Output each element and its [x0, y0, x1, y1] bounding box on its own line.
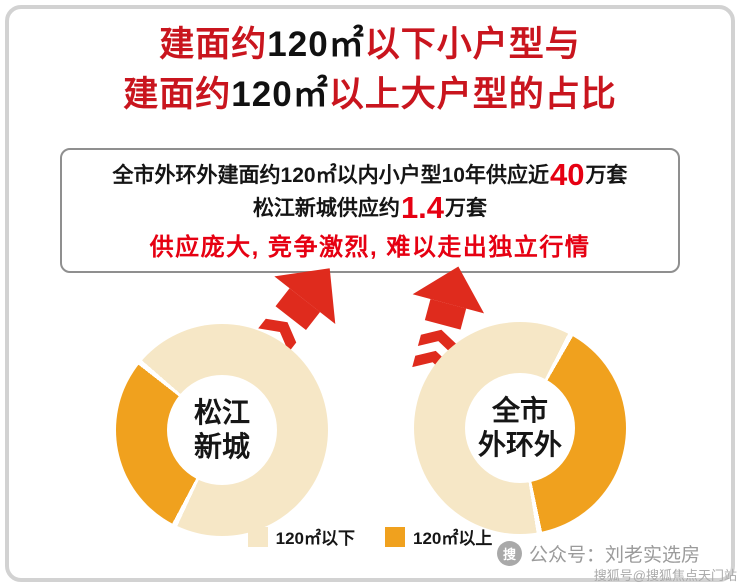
- title-segment: 建面约: [123, 75, 232, 115]
- title-segment: 建面约: [159, 25, 268, 64]
- title-segment: 以下小户型与: [364, 25, 581, 64]
- callout-text: 万套: [445, 196, 488, 220]
- title-number: 120㎡: [231, 75, 329, 115]
- donut-hole: [465, 373, 575, 483]
- title-line-2: 建面约120㎡以上大户型的占比: [0, 70, 740, 120]
- arrow-body: [424, 298, 467, 330]
- title-segment: 以上大户型的占比: [328, 75, 617, 115]
- callout-box: 全市外环外建面约120㎡以内小户型10年供应近40万套 松江新城供应约1.4万套…: [60, 148, 680, 273]
- donut-label-line: 新城: [193, 431, 250, 462]
- callout-text: 全市外环外建面约120㎡以内小户型10年供应近: [112, 164, 549, 187]
- watermark-center: 搜 公众号：刘老实选房: [497, 540, 700, 567]
- arrow-head: [274, 268, 336, 324]
- legend-swatch-over-120: [385, 526, 405, 547]
- arrow-body: [275, 288, 321, 331]
- donut-hole: [167, 375, 277, 485]
- legend-label: 120㎡以下: [275, 529, 355, 548]
- donut-label-line: 松江: [193, 396, 250, 428]
- callout-line-3: 供应庞大, 竞争激烈, 难以走出独立行情: [149, 234, 591, 261]
- legend-item-under-120: 120㎡以下: [247, 524, 355, 549]
- donut-label-line: 全市: [491, 394, 548, 426]
- donut-label-line: 外环外: [477, 429, 562, 460]
- callout-line-1: 全市外环外建面约120㎡以内小户型10年供应近40万套: [113, 159, 628, 192]
- legend-label: 120㎡以上: [413, 529, 493, 548]
- page-title: 建面约120㎡以下小户型与 建面约120㎡以上大户型的占比: [0, 20, 740, 121]
- callout-highlight-number: 40: [549, 157, 585, 192]
- legend-item-over-120: 120㎡以上: [385, 524, 492, 549]
- donut-label-songjiang: 松江 新城: [116, 324, 328, 536]
- arrow-chevron: [258, 318, 297, 353]
- donut-chart-songjiang: 松江 新城: [116, 324, 328, 536]
- arrow-chevron: [417, 329, 457, 356]
- chart-legend: 120㎡以下 120㎡以上: [0, 524, 740, 549]
- watermark-corner: 搜狐号@搜狐焦点天门站: [593, 568, 737, 583]
- callout-highlight-number: 1.4: [400, 189, 445, 225]
- sohu-logo-icon: 搜: [497, 541, 522, 566]
- callout-text: 万套: [585, 164, 628, 187]
- watermark-text: 公众号：刘老实选房: [529, 545, 701, 566]
- title-number: 120㎡: [267, 25, 365, 64]
- callout-line-2: 松江新城供应约1.4万套: [253, 192, 487, 225]
- title-line-1: 建面约120㎡以下小户型与: [0, 20, 740, 70]
- donut-label-citywide: 全市 外环外: [414, 322, 626, 534]
- arrow-head: [412, 266, 485, 314]
- legend-swatch-under-120: [247, 526, 268, 547]
- donut-chart-citywide: 全市 外环外: [414, 322, 626, 534]
- callout-text: 松江新城供应约: [252, 196, 400, 220]
